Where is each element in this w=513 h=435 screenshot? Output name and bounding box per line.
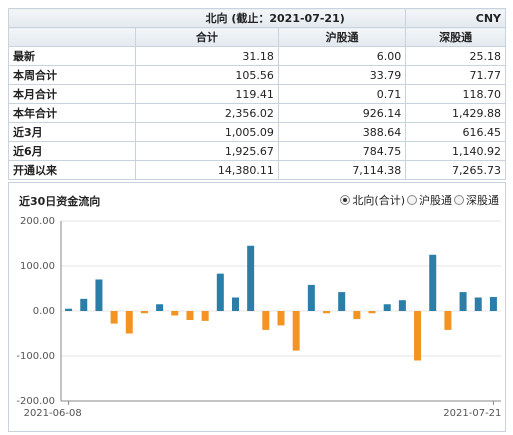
cell: 7,265.73 bbox=[405, 160, 506, 180]
y-tick-label: 200.00 bbox=[20, 216, 55, 227]
chart-panel: 近30日资金流向 北向(合计) 沪股通 深股通 -200.00 -100.00 0.00… bbox=[8, 182, 506, 432]
bar bbox=[444, 311, 452, 330]
x-tick-label: 2021-06-08 bbox=[24, 408, 82, 419]
bar bbox=[292, 311, 300, 351]
summary-table: 北向 (截止：2021-07-21) CNY 合计 沪股通 深股通 最新 31.18 6.00… bbox=[7, 8, 506, 180]
cell: 0.71 bbox=[277, 84, 407, 104]
bar bbox=[489, 296, 497, 311]
cell: 1,140.92 bbox=[405, 141, 506, 161]
cell: 25.18 bbox=[405, 46, 506, 66]
chart: -200.00 -100.00 0.00 100.00 200.00 2021-06-08… bbox=[16, 216, 501, 419]
row-label: 最新 bbox=[8, 46, 136, 66]
table-title: 北向 (截止：2021-07-21) bbox=[7, 8, 407, 28]
chart-title: 近30日资金流向 bbox=[19, 195, 101, 208]
cell: 1,005.09 bbox=[135, 122, 279, 142]
cell: 388.64 bbox=[277, 122, 407, 142]
cell: 71.77 bbox=[405, 65, 506, 85]
table-row: 最新 31.18 6.00 25.18 bbox=[8, 46, 506, 66]
bar bbox=[383, 304, 391, 311]
bar bbox=[307, 284, 315, 311]
radio-dot[interactable] bbox=[454, 195, 464, 205]
cell: 119.41 bbox=[135, 84, 279, 104]
bar bbox=[338, 292, 346, 311]
bar bbox=[80, 298, 88, 311]
table-row: 本月合计 119.41 0.71 118.70 bbox=[8, 84, 506, 104]
radio-label[interactable]: 北向(合计) bbox=[352, 194, 405, 207]
row-label: 开通以来 bbox=[8, 160, 136, 180]
bar bbox=[125, 311, 133, 334]
cell: 784.75 bbox=[277, 141, 407, 161]
bar bbox=[353, 311, 361, 320]
bar bbox=[459, 292, 467, 311]
radio-option[interactable]: 北向(合计) bbox=[340, 192, 405, 208]
bar bbox=[156, 304, 164, 311]
bar bbox=[95, 279, 103, 311]
bar bbox=[65, 308, 73, 311]
currency: CNY bbox=[405, 8, 506, 28]
x-tick-label: 2021-07-21 bbox=[443, 408, 501, 419]
row-label: 本年合计 bbox=[8, 103, 136, 123]
cell: 14,380.11 bbox=[135, 160, 279, 180]
table-row: 近6月 1,925.67 784.75 1,140.92 bbox=[8, 141, 506, 161]
bar bbox=[262, 311, 270, 330]
bar bbox=[429, 254, 437, 311]
column-header: 合计 bbox=[135, 27, 279, 47]
row-label: 本周合计 bbox=[8, 65, 136, 85]
column-header: 沪股通 bbox=[277, 27, 407, 47]
bar bbox=[171, 311, 179, 316]
bar bbox=[201, 311, 209, 321]
column-header-row: 合计 沪股通 深股通 bbox=[8, 27, 506, 47]
y-tick-label: 0.00 bbox=[33, 306, 55, 317]
bar bbox=[247, 245, 255, 311]
bar bbox=[231, 297, 239, 311]
bar bbox=[277, 311, 285, 326]
header-row: 北向 (截止：2021-07-21) CNY bbox=[7, 8, 506, 28]
bar bbox=[323, 311, 331, 314]
radio-label[interactable]: 深股通 bbox=[466, 194, 499, 207]
cell: 926.14 bbox=[277, 103, 407, 123]
cell: 7,114.38 bbox=[277, 160, 407, 180]
y-tick-label: -200.00 bbox=[16, 396, 55, 407]
row-label: 本月合计 bbox=[8, 84, 136, 104]
table-row: 本周合计 105.56 33.79 71.77 bbox=[8, 65, 506, 85]
y-tick-label: -100.00 bbox=[16, 351, 55, 362]
bar bbox=[414, 311, 422, 361]
cell: 105.56 bbox=[135, 65, 279, 85]
row-label: 近6月 bbox=[8, 141, 136, 161]
row-label: 近3月 bbox=[8, 122, 136, 142]
table-row: 开通以来 14,380.11 7,114.38 7,265.73 bbox=[8, 160, 506, 180]
bar bbox=[110, 311, 118, 324]
bar bbox=[216, 273, 224, 311]
table-row: 近3月 1,005.09 388.64 616.45 bbox=[8, 122, 506, 142]
bar bbox=[474, 297, 482, 311]
radio-option[interactable]: 深股通 bbox=[454, 192, 499, 208]
bar bbox=[186, 311, 194, 320]
radio-option[interactable]: 沪股通 bbox=[407, 192, 452, 208]
cell: 33.79 bbox=[277, 65, 407, 85]
cell: 6.00 bbox=[277, 46, 407, 66]
cell: 2,356.02 bbox=[135, 103, 279, 123]
cell: 1,429.88 bbox=[405, 103, 506, 123]
radio-dot[interactable] bbox=[340, 195, 351, 205]
corner-cell bbox=[8, 27, 136, 47]
radio-dot[interactable] bbox=[407, 195, 417, 205]
radio-label[interactable]: 沪股通 bbox=[419, 194, 452, 207]
column-header: 深股通 bbox=[405, 27, 506, 47]
cell: 1,925.67 bbox=[135, 141, 279, 161]
table-row: 本年合计 2,356.02 926.14 1,429.88 bbox=[8, 103, 506, 123]
bar bbox=[398, 300, 406, 311]
radio-group: 北向(合计) 沪股通 深股通 bbox=[340, 192, 499, 208]
y-tick-label: 100.00 bbox=[20, 261, 55, 272]
cell: 118.70 bbox=[405, 84, 506, 104]
bar bbox=[368, 311, 376, 314]
bar bbox=[140, 311, 148, 314]
cell: 616.45 bbox=[405, 122, 506, 142]
cell: 31.18 bbox=[135, 46, 279, 66]
